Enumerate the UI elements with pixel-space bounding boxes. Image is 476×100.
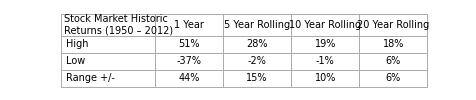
Text: 51%: 51% [178, 40, 199, 50]
Text: 1 Year: 1 Year [174, 20, 203, 30]
Bar [61, 36, 155, 53]
Text: 28%: 28% [246, 40, 267, 50]
Text: 18%: 18% [382, 40, 403, 50]
Bar [358, 36, 426, 53]
Bar [290, 53, 358, 70]
Bar [61, 14, 155, 36]
Text: Range +/-: Range +/- [66, 73, 115, 83]
Bar [358, 14, 426, 36]
Bar [290, 70, 358, 87]
Bar [222, 70, 290, 87]
Bar [222, 36, 290, 53]
Bar [358, 70, 426, 87]
Bar [290, 14, 358, 36]
Text: 15%: 15% [246, 73, 267, 83]
Text: 19%: 19% [314, 40, 335, 50]
Text: 5 Year Rolling: 5 Year Rolling [224, 20, 289, 30]
Text: Low: Low [66, 56, 85, 66]
Bar [61, 53, 155, 70]
Bar [155, 36, 222, 53]
Text: 44%: 44% [178, 73, 199, 83]
Text: -2%: -2% [247, 56, 266, 66]
Text: 20 Year Rolling: 20 Year Rolling [357, 20, 428, 30]
Text: -1%: -1% [315, 56, 334, 66]
Bar [155, 70, 222, 87]
Bar [61, 70, 155, 87]
Bar [290, 36, 358, 53]
Text: 10 Year Rolling: 10 Year Rolling [288, 20, 360, 30]
Bar [358, 53, 426, 70]
Bar [155, 14, 222, 36]
Text: 6%: 6% [385, 73, 400, 83]
Bar [222, 14, 290, 36]
Bar [155, 53, 222, 70]
Text: 10%: 10% [314, 73, 335, 83]
Text: High: High [66, 40, 88, 50]
Text: Stock Market Historic
Returns (1950 – 2012): Stock Market Historic Returns (1950 – 20… [64, 14, 173, 36]
Bar [222, 53, 290, 70]
Text: 6%: 6% [385, 56, 400, 66]
Text: -37%: -37% [176, 56, 201, 66]
